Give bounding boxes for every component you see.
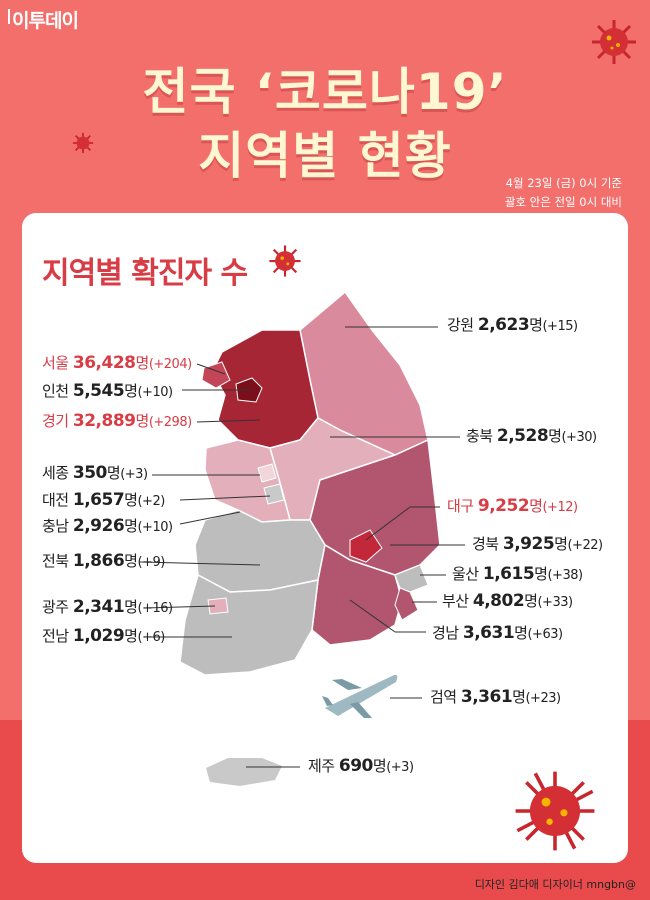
logo: 이투데이 bbox=[8, 6, 79, 33]
region-label-gyeongnam: 경남 3,631명(+63) bbox=[432, 623, 563, 643]
region-gwangju bbox=[207, 597, 229, 615]
region-jeonbuk bbox=[194, 509, 326, 593]
region-label-sejong: 세종 350명(+3) bbox=[42, 463, 148, 483]
compare-note: 괄호 안은 전일 0시 대비 bbox=[504, 195, 622, 209]
region-label-gyeonggi: 경기 32,889명(+298) bbox=[42, 411, 192, 431]
region-label-daegu: 대구 9,252명(+12) bbox=[447, 496, 578, 516]
region-gyeonggi bbox=[211, 329, 319, 449]
region-label-incheon: 인천 5,545명(+10) bbox=[42, 381, 173, 401]
region-label-chungnam: 충남 2,926명(+10) bbox=[42, 516, 173, 536]
region-label-ulsan: 울산 1,615명(+38) bbox=[452, 564, 583, 584]
virus-icon bbox=[269, 245, 301, 277]
virus-icon bbox=[515, 771, 595, 851]
quarantine-label: 검역 3,361명(+23) bbox=[430, 687, 561, 707]
region-sejong bbox=[257, 463, 277, 483]
airplane-icon bbox=[322, 674, 398, 718]
date-line: 4월 23일 (금) 0시 기준 bbox=[505, 176, 622, 190]
credit: 디자인 김다애 디자이너 mngbn@ bbox=[474, 878, 636, 891]
region-jeju bbox=[206, 758, 282, 786]
region-daegu bbox=[349, 529, 383, 563]
region-label-gyeongbuk: 경북 3,925명(+22) bbox=[472, 534, 603, 554]
virus-icon bbox=[72, 132, 94, 154]
title-line-1: 전국 ‘코로나19’ bbox=[142, 63, 508, 121]
leader-lines bbox=[139, 326, 465, 768]
region-daejeon bbox=[263, 483, 285, 505]
region-label-seoul: 서울 36,428명(+204) bbox=[42, 353, 192, 373]
date-note: 4월 23일 (금) 0시 기준 괄호 안은 전일 0시 대비 bbox=[505, 174, 622, 212]
title-line-2: 지역별 현황 bbox=[198, 127, 452, 185]
region-label-jeonbuk: 전북 1,866명(+9) bbox=[42, 551, 165, 571]
region-label-gwangju: 광주 2,341명(+16) bbox=[42, 597, 173, 617]
subtitle: 지역별 확진자 수 bbox=[42, 256, 248, 291]
region-label-jeju: 제주 690명(+3) bbox=[308, 756, 414, 776]
region-label-jeonnam: 전남 1,029명(+6) bbox=[42, 626, 165, 646]
region-label-daejeon: 대전 1,657명(+2) bbox=[42, 490, 165, 510]
region-label-busan: 부산 4,802명(+33) bbox=[442, 591, 573, 611]
region-label-gangwon: 강원 2,623명(+15) bbox=[447, 315, 578, 335]
region-busan bbox=[394, 587, 419, 621]
region-label-chungbuk: 충북 2,528명(+30) bbox=[466, 426, 597, 446]
virus-icon bbox=[592, 20, 636, 64]
region-ulsan bbox=[394, 564, 429, 593]
